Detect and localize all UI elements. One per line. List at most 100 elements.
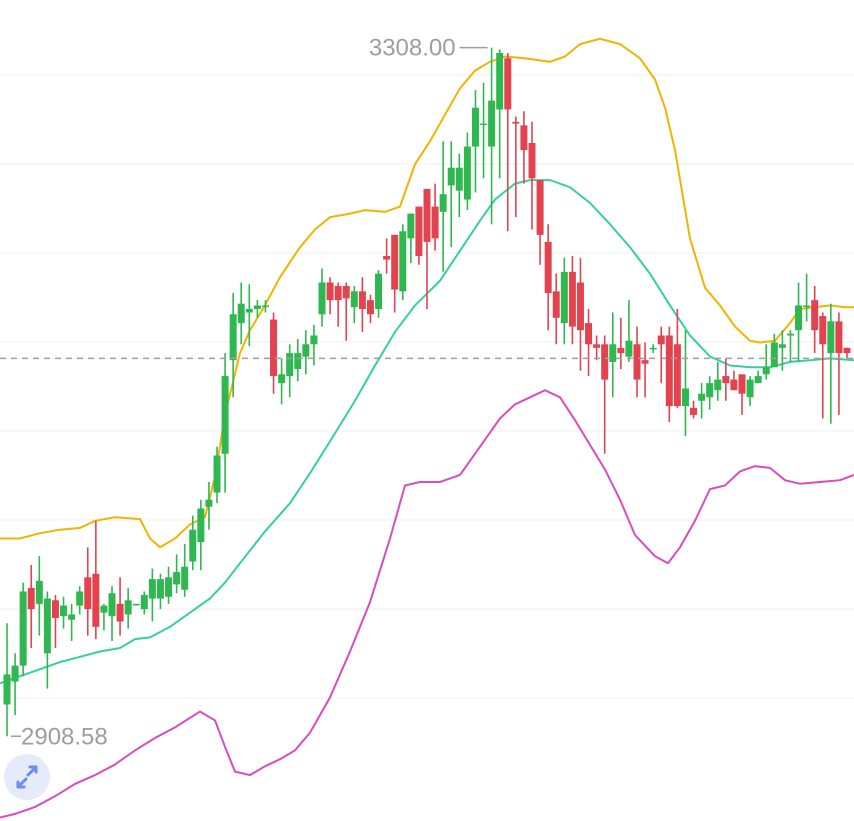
candle-body xyxy=(383,256,391,260)
candle-body xyxy=(471,107,479,147)
candle xyxy=(714,361,722,401)
candle-body xyxy=(762,367,770,375)
candle xyxy=(302,330,310,375)
candle xyxy=(165,566,173,604)
candle xyxy=(698,383,706,419)
candle-body xyxy=(415,206,423,257)
candle-body xyxy=(205,499,213,507)
candle xyxy=(827,303,835,424)
candle-body xyxy=(593,344,601,348)
candle xyxy=(504,52,512,232)
candle xyxy=(100,603,108,631)
candle-body xyxy=(84,577,92,610)
reset-zoom-button[interactable] xyxy=(4,754,50,800)
candle xyxy=(294,338,302,382)
candle-body xyxy=(43,598,51,654)
candle xyxy=(189,515,197,571)
candle-body xyxy=(156,579,164,599)
candle-body xyxy=(310,335,318,345)
candle xyxy=(690,400,698,419)
candle xyxy=(480,82,488,179)
candle-body xyxy=(124,600,132,615)
max-price-label: 3308.00 xyxy=(369,35,456,62)
candle-body xyxy=(245,308,253,313)
candle-body xyxy=(746,379,754,398)
candle xyxy=(730,370,738,391)
candle-body xyxy=(439,194,447,212)
candle-body xyxy=(641,360,649,364)
candle xyxy=(399,224,407,301)
candle xyxy=(116,577,124,636)
candle-body xyxy=(714,379,722,391)
candle xyxy=(762,344,770,380)
candle-body xyxy=(431,206,439,239)
candle-body xyxy=(278,374,286,384)
candle xyxy=(665,326,673,422)
candle-body xyxy=(148,579,156,599)
candle xyxy=(43,591,51,689)
candle xyxy=(3,623,11,737)
candle-body xyxy=(657,335,665,345)
candle xyxy=(657,326,665,384)
candle-body xyxy=(795,305,803,331)
candle-body xyxy=(350,291,358,308)
candle xyxy=(19,582,27,677)
candle xyxy=(245,284,253,347)
candle xyxy=(51,595,59,648)
candle-body xyxy=(342,286,350,299)
candle xyxy=(633,326,641,398)
candle-body xyxy=(463,146,471,200)
candle xyxy=(568,256,576,345)
candle xyxy=(148,568,156,622)
candle xyxy=(585,308,593,377)
candle xyxy=(334,282,342,327)
candle xyxy=(261,300,269,313)
candle-body xyxy=(60,605,68,617)
candle-body xyxy=(76,591,84,606)
candle xyxy=(439,141,447,272)
candle-body xyxy=(189,529,197,562)
candle-body xyxy=(528,143,536,179)
candle-body xyxy=(617,347,625,354)
candle-body xyxy=(488,100,496,147)
candle xyxy=(770,333,778,368)
candle xyxy=(528,121,536,230)
lower-bollinger-band xyxy=(0,389,854,819)
candle xyxy=(11,653,19,716)
candle-body xyxy=(730,379,738,391)
candle-body xyxy=(649,347,657,350)
candle-body xyxy=(399,231,407,292)
candle-body xyxy=(366,300,374,315)
candle xyxy=(108,586,116,641)
candle xyxy=(286,344,294,398)
candle-body xyxy=(609,344,617,362)
candle xyxy=(811,286,819,354)
candle-body xyxy=(568,271,576,327)
candle-body xyxy=(286,353,294,377)
candle xyxy=(423,188,431,309)
candle-body xyxy=(423,188,431,242)
candle xyxy=(197,499,205,571)
candle xyxy=(625,300,633,362)
candle-body xyxy=(560,271,568,324)
candle xyxy=(754,370,762,384)
candle-body xyxy=(132,603,140,606)
candles xyxy=(3,47,851,737)
candle xyxy=(706,376,714,410)
candle-body xyxy=(358,291,366,309)
candle-body xyxy=(738,374,746,394)
candle-body xyxy=(770,342,778,368)
candle-body xyxy=(181,566,189,590)
candle xyxy=(843,347,851,359)
candle xyxy=(318,268,326,327)
candle xyxy=(560,257,568,345)
candle xyxy=(593,335,601,361)
candle xyxy=(383,238,391,274)
candle xyxy=(68,603,76,641)
candle-body xyxy=(455,167,463,191)
candle xyxy=(463,132,471,211)
candle-body xyxy=(391,234,399,290)
candle-body xyxy=(294,353,302,370)
candle-body xyxy=(261,305,269,307)
